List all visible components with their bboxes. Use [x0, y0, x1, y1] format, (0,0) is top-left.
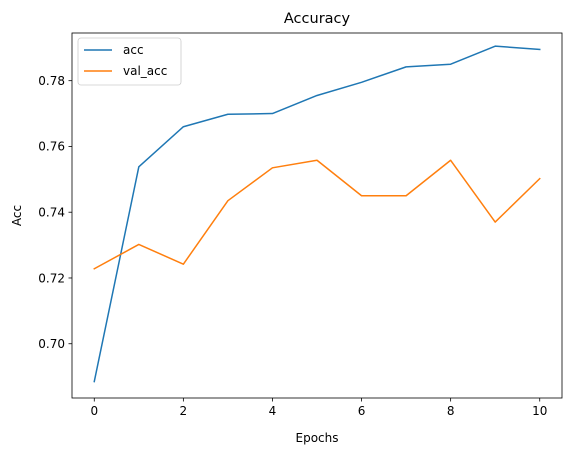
legend-label-acc: acc	[123, 43, 144, 57]
series-line-acc	[93, 45, 541, 383]
plot-area: 0 2 4 6 8 10 0.70 0.72 0.74 0.76 0.78	[38, 32, 563, 418]
legend-label-val-acc: val_acc	[123, 64, 167, 78]
chart-title: Accuracy	[284, 11, 351, 27]
tick-layer: 0 2 4 6 8 10 0.70 0.72 0.74 0.76 0.78	[38, 74, 547, 418]
y-tick-label: 0.74	[38, 206, 65, 220]
y-tick-label: 0.76	[38, 140, 65, 154]
series-layer	[93, 45, 541, 383]
x-tick-label: 4	[269, 404, 277, 418]
y-axis-label: Acc	[10, 205, 24, 226]
y-tick-label: 0.72	[38, 271, 65, 285]
series-line-val-acc	[93, 159, 541, 270]
x-tick-label: 2	[180, 404, 188, 418]
x-tick-label: 0	[90, 404, 98, 418]
y-tick-label: 0.70	[38, 337, 65, 351]
x-axis-label: Epochs	[296, 431, 339, 445]
x-tick-label: 6	[358, 404, 366, 418]
y-tick-label: 0.78	[38, 74, 65, 88]
axes-background	[72, 33, 562, 398]
axes-frame	[71, 32, 563, 399]
x-tick-label: 10	[532, 404, 547, 418]
legend: acc val_acc	[77, 37, 182, 86]
x-tick-label: 8	[447, 404, 455, 418]
